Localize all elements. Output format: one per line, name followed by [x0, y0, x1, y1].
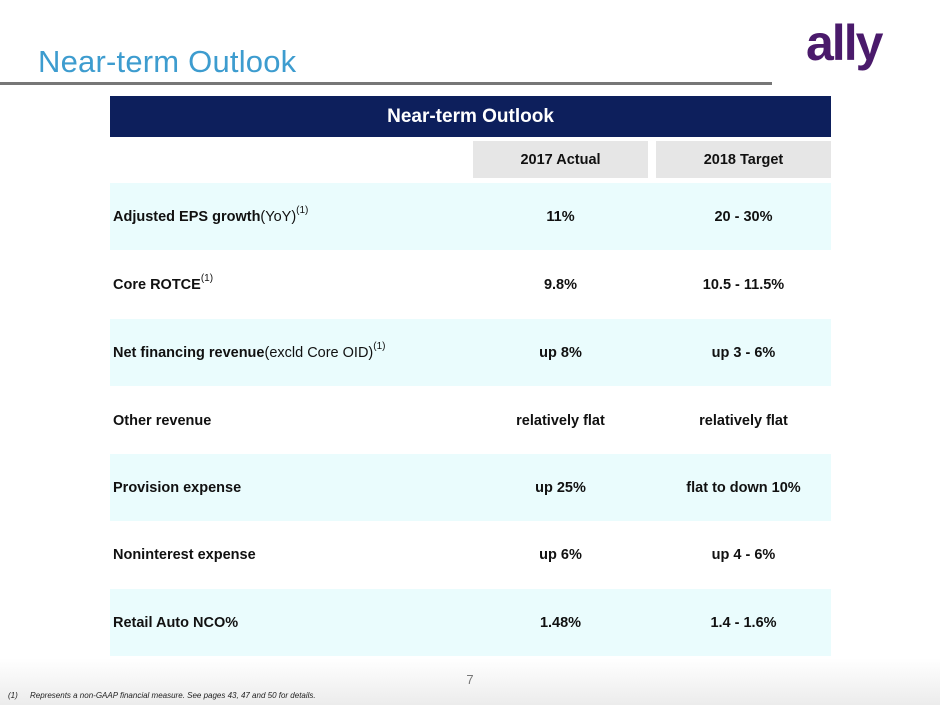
page-title: Near-term Outlook	[38, 44, 297, 79]
row-label: Adjusted EPS growth (YoY) (1)	[113, 183, 308, 250]
row-label-bold: Other revenue	[113, 412, 212, 429]
value-2018-target: flat to down 10%	[686, 479, 801, 496]
ally-logo-text: ally	[806, 22, 884, 71]
footnote-ref: (1)	[200, 273, 214, 284]
row-label-bold: Net financing revenue	[113, 344, 265, 361]
value-2018-target: 1.4 - 1.6%	[710, 614, 777, 631]
page-number: 7	[466, 672, 474, 687]
value-2017-actual: 9.8%	[543, 276, 578, 293]
row-label: Noninterest expense	[113, 521, 256, 588]
value-2018-target: relatively flat	[699, 412, 788, 429]
table-row: Core ROTCE (1) 9.8% 10.5 - 11.5%	[110, 251, 831, 318]
value-2017-actual: relatively flat	[516, 412, 605, 429]
footnote-mark: (1)	[8, 691, 18, 700]
table-row: Provision expense up 25% flat to down 10…	[110, 454, 831, 521]
row-label-plain: (YoY)	[260, 208, 297, 225]
value-2017-actual: 11%	[546, 208, 575, 225]
value-2017-actual: up 25%	[535, 479, 586, 496]
row-label-bold: Retail Auto NCO%	[113, 614, 239, 631]
footer-band	[0, 658, 940, 705]
ally-logo: ally	[806, 22, 906, 78]
value-2018-target: 10.5 - 11.5%	[702, 276, 785, 293]
row-label: Retail Auto NCO%	[113, 589, 238, 656]
ally-logo-mark: ally	[806, 22, 886, 71]
row-label: Provision expense	[113, 454, 241, 521]
table-header: Near-term Outlook	[110, 96, 831, 137]
footnote-ref: (1)	[373, 341, 386, 352]
value-2018-target: up 3 - 6%	[711, 344, 776, 361]
table-row: Noninterest expense up 6% up 4 - 6%	[110, 521, 831, 588]
value-2017-actual: up 6%	[539, 546, 582, 563]
value-2017-actual: 1.48%	[539, 614, 582, 631]
row-label-bold: Core ROTCE	[113, 276, 201, 293]
value-2017-actual: up 8%	[539, 344, 582, 361]
row-label-bold: Noninterest expense	[113, 546, 256, 563]
table-row: Retail Auto NCO% 1.48% 1.4 - 1.6%	[110, 589, 831, 656]
value-2018-target: up 4 - 6%	[711, 546, 776, 563]
table-row: Other revenue relatively flat relatively…	[110, 387, 831, 454]
row-label-plain: (excld Core OID)	[264, 344, 374, 361]
footnote-ref: (1)	[296, 205, 309, 216]
footnote: (1) Represents a non-GAAP financial measu…	[8, 691, 316, 700]
row-label: Net financing revenue (excld Core OID) (1…	[113, 319, 386, 386]
row-label: Other revenue	[113, 387, 211, 454]
title-divider	[0, 82, 772, 85]
table-row: Net financing revenue (excld Core OID) (1…	[110, 319, 831, 386]
row-label-bold: Adjusted EPS growth	[113, 208, 261, 225]
value-2018-target: 20 - 30%	[714, 208, 773, 225]
row-label-bold: Provision expense	[113, 479, 242, 496]
table-row: Adjusted EPS growth (YoY) (1) 11% 20 - 30…	[110, 183, 831, 250]
column-header-2017-actual: 2017 Actual	[473, 141, 648, 178]
footnote-text: Represents a non-GAAP financial measure.…	[30, 691, 316, 700]
row-label: Core ROTCE (1)	[113, 251, 213, 318]
column-header-2018-target: 2018 Target	[656, 141, 831, 178]
